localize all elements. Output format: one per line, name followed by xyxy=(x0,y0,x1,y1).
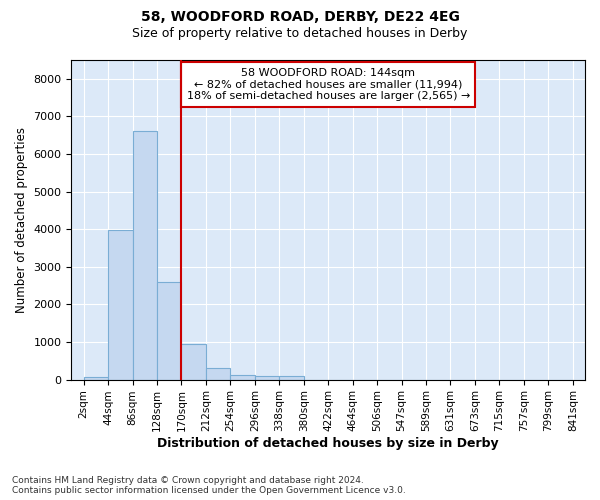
Bar xyxy=(206,368,230,380)
Bar xyxy=(83,376,108,380)
X-axis label: Distribution of detached houses by size in Derby: Distribution of detached houses by size … xyxy=(157,437,499,450)
Text: 58, WOODFORD ROAD, DERBY, DE22 4EG: 58, WOODFORD ROAD, DERBY, DE22 4EG xyxy=(140,10,460,24)
Bar xyxy=(181,344,206,380)
Bar xyxy=(157,282,181,380)
Bar xyxy=(133,132,157,380)
Bar xyxy=(230,374,255,380)
Bar xyxy=(279,376,304,380)
Bar xyxy=(255,376,279,380)
Text: Contains HM Land Registry data © Crown copyright and database right 2024.
Contai: Contains HM Land Registry data © Crown c… xyxy=(12,476,406,495)
Bar xyxy=(108,230,133,380)
Text: 58 WOODFORD ROAD: 144sqm
← 82% of detached houses are smaller (11,994)
18% of se: 58 WOODFORD ROAD: 144sqm ← 82% of detach… xyxy=(187,68,470,101)
Text: Size of property relative to detached houses in Derby: Size of property relative to detached ho… xyxy=(133,28,467,40)
Y-axis label: Number of detached properties: Number of detached properties xyxy=(15,127,28,313)
